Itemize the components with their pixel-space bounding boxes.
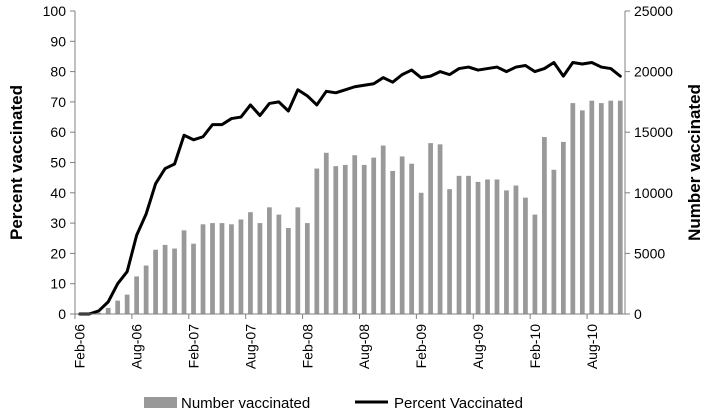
x-tick-label: Feb-07 bbox=[186, 324, 202, 369]
x-tick-label: Feb-09 bbox=[413, 324, 429, 369]
bar bbox=[304, 223, 310, 314]
bar bbox=[456, 175, 462, 314]
bar bbox=[285, 227, 291, 314]
legend-swatch-bars bbox=[144, 397, 177, 408]
bar bbox=[532, 214, 538, 314]
bar bbox=[134, 276, 140, 314]
left-tick-label: 60 bbox=[50, 124, 66, 140]
bar bbox=[200, 224, 206, 314]
x-tick-label: Aug-07 bbox=[242, 324, 258, 369]
bar bbox=[210, 223, 215, 314]
bar bbox=[551, 169, 557, 314]
bar bbox=[466, 175, 471, 314]
left-axis-title: Percent vaccinated bbox=[7, 85, 26, 240]
x-tick-label: Feb-10 bbox=[527, 324, 543, 369]
bar bbox=[485, 179, 490, 314]
right-tick-label: 20000 bbox=[634, 64, 673, 80]
bar bbox=[323, 152, 329, 314]
bar bbox=[238, 219, 244, 314]
bar bbox=[96, 312, 102, 314]
bar bbox=[295, 207, 301, 314]
right-axis-title: Number vaccinated bbox=[685, 84, 704, 241]
bar bbox=[504, 190, 509, 314]
left-tick-label: 100 bbox=[43, 3, 67, 19]
x-tick-label: Aug-08 bbox=[356, 324, 372, 369]
right-tick-label: 10000 bbox=[634, 185, 673, 201]
bar bbox=[333, 166, 339, 314]
left-tick-label: 30 bbox=[50, 215, 66, 231]
bar bbox=[513, 185, 519, 314]
bar bbox=[352, 155, 358, 314]
legend-label-line: Percent Vaccinated bbox=[394, 395, 523, 412]
bar bbox=[191, 243, 196, 314]
bar bbox=[399, 156, 405, 314]
bar bbox=[361, 164, 367, 314]
bar bbox=[589, 100, 595, 314]
bar bbox=[418, 192, 424, 314]
left-tick-label: 90 bbox=[50, 33, 66, 49]
x-tick-label: Feb-06 bbox=[72, 324, 88, 369]
bar bbox=[428, 143, 433, 314]
left-tick-label: 70 bbox=[50, 94, 66, 110]
x-tick-label: Aug-10 bbox=[584, 324, 600, 369]
right-tick-label: 15000 bbox=[634, 124, 673, 140]
bar bbox=[257, 223, 263, 314]
bar bbox=[342, 164, 348, 314]
left-tick-label: 10 bbox=[50, 276, 66, 292]
legend-label-bars: Number vaccinated bbox=[181, 395, 310, 412]
x-tick-label: Aug-06 bbox=[129, 324, 145, 369]
bar bbox=[447, 189, 452, 314]
bar bbox=[172, 248, 177, 314]
bar bbox=[115, 300, 121, 314]
bar bbox=[617, 100, 623, 314]
bar bbox=[314, 168, 320, 314]
bar bbox=[560, 141, 566, 314]
right-tick-label: 25000 bbox=[634, 3, 673, 19]
bar bbox=[276, 214, 282, 314]
bar bbox=[229, 224, 234, 314]
bar bbox=[437, 144, 443, 314]
bar bbox=[380, 145, 386, 314]
left-tick-label: 20 bbox=[50, 245, 66, 261]
bar bbox=[608, 100, 614, 314]
bar bbox=[390, 170, 396, 314]
percent-line bbox=[78, 61, 622, 316]
x-tick-label: Aug-09 bbox=[470, 324, 486, 369]
bar bbox=[105, 307, 111, 314]
bar bbox=[542, 137, 547, 314]
bar bbox=[267, 207, 272, 314]
bar bbox=[523, 197, 528, 314]
bar bbox=[475, 181, 481, 314]
bar bbox=[153, 249, 158, 314]
bar bbox=[598, 103, 604, 314]
bar bbox=[409, 163, 415, 314]
bar bbox=[579, 110, 585, 314]
bar bbox=[143, 265, 149, 314]
left-tick-label: 0 bbox=[58, 306, 66, 322]
bar bbox=[124, 294, 130, 314]
bar bbox=[570, 103, 576, 314]
bar bbox=[162, 244, 168, 314]
right-tick-label: 5000 bbox=[634, 245, 665, 261]
left-tick-label: 80 bbox=[50, 64, 66, 80]
left-tick-label: 50 bbox=[50, 155, 66, 171]
bar bbox=[371, 157, 377, 314]
bar bbox=[494, 179, 500, 314]
bar bbox=[181, 230, 187, 314]
bar bbox=[219, 223, 225, 314]
bar bbox=[248, 212, 253, 314]
right-tick-label: 0 bbox=[634, 306, 642, 322]
left-tick-label: 40 bbox=[50, 185, 66, 201]
x-tick-label: Feb-08 bbox=[299, 324, 315, 369]
